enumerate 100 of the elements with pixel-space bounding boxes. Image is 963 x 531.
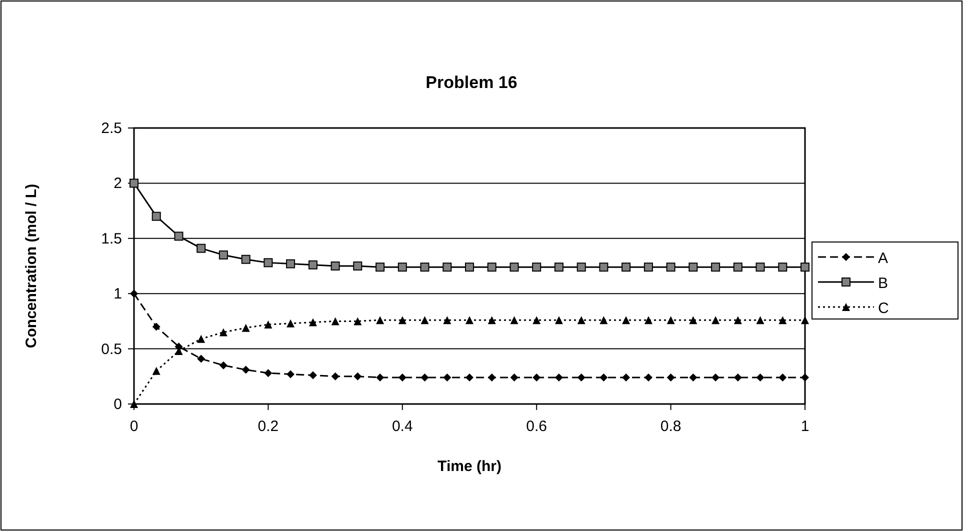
point xyxy=(778,374,787,382)
point xyxy=(354,372,362,380)
point xyxy=(420,316,429,324)
y-axis-title: Concentration (mol / L) xyxy=(23,184,40,348)
point xyxy=(734,316,742,324)
point xyxy=(711,262,720,272)
y-tick-label: 2 xyxy=(114,175,122,192)
point xyxy=(241,254,250,264)
point xyxy=(286,370,295,378)
x-tick-label: 0.4 xyxy=(392,418,413,435)
point xyxy=(622,374,630,382)
point xyxy=(666,316,675,324)
point xyxy=(778,262,788,272)
point xyxy=(666,262,676,272)
point xyxy=(443,374,452,382)
point xyxy=(152,366,160,375)
legend-label: C xyxy=(878,300,889,317)
point xyxy=(443,316,452,324)
point xyxy=(330,262,340,270)
point xyxy=(242,324,250,332)
point xyxy=(600,316,608,324)
legend-label: B xyxy=(878,275,888,292)
point xyxy=(331,372,340,380)
point xyxy=(554,374,563,382)
point xyxy=(577,316,586,324)
point xyxy=(689,316,698,324)
point xyxy=(152,212,161,221)
y-tick-label: 1.5 xyxy=(101,230,122,248)
point xyxy=(532,316,541,324)
point xyxy=(689,374,698,382)
point xyxy=(264,258,273,268)
point xyxy=(286,259,296,268)
point xyxy=(353,262,362,270)
point xyxy=(778,316,787,324)
point xyxy=(376,262,385,272)
point xyxy=(376,374,384,382)
point xyxy=(264,320,272,329)
point xyxy=(756,262,765,272)
point xyxy=(622,262,631,272)
x-tick-label: 0.6 xyxy=(526,418,548,435)
point xyxy=(398,316,406,324)
y-tick-label: 2.5 xyxy=(101,120,122,137)
point xyxy=(599,262,608,272)
point xyxy=(376,316,384,324)
point xyxy=(219,361,228,370)
point xyxy=(712,374,720,382)
point xyxy=(644,262,653,272)
point xyxy=(510,262,519,272)
point xyxy=(734,374,742,382)
point xyxy=(331,317,340,326)
point xyxy=(510,316,518,324)
point xyxy=(644,374,652,382)
point xyxy=(354,317,362,326)
y-tick-label: 0.5 xyxy=(101,340,122,358)
point xyxy=(510,374,518,382)
point xyxy=(264,369,272,378)
legend-label: A xyxy=(878,250,888,267)
point xyxy=(576,262,586,272)
x-tick-label: 0.2 xyxy=(258,418,279,435)
point xyxy=(800,262,810,272)
point xyxy=(532,374,541,382)
point xyxy=(487,262,496,272)
point xyxy=(644,316,652,324)
x-tick-label: 0.8 xyxy=(660,418,682,435)
point xyxy=(488,374,496,382)
point xyxy=(442,262,452,272)
point xyxy=(756,374,764,382)
chart-title: Problem 16 xyxy=(426,73,518,92)
point xyxy=(218,250,228,260)
point xyxy=(308,318,317,326)
point xyxy=(420,262,430,272)
point xyxy=(197,354,206,363)
x-tick-label: 1 xyxy=(800,418,810,435)
point xyxy=(398,262,407,272)
point xyxy=(600,374,608,382)
point xyxy=(242,366,250,374)
point xyxy=(532,262,542,272)
point xyxy=(756,316,764,324)
point xyxy=(554,316,563,324)
point xyxy=(420,374,429,382)
point xyxy=(733,262,742,272)
point xyxy=(130,400,138,408)
x-axis-title: Time (hr) xyxy=(438,458,502,475)
point xyxy=(712,316,720,324)
point xyxy=(130,290,138,298)
point xyxy=(666,374,675,382)
point xyxy=(622,316,630,324)
point xyxy=(286,319,295,328)
point xyxy=(219,328,228,336)
point xyxy=(174,232,184,241)
point xyxy=(688,262,698,272)
y-tick-label: 1 xyxy=(114,286,122,303)
point xyxy=(466,316,474,324)
point xyxy=(465,262,474,272)
x-tick-label: 0 xyxy=(130,418,138,435)
point xyxy=(398,374,406,382)
point xyxy=(466,374,474,382)
point xyxy=(197,334,206,343)
point xyxy=(308,371,317,380)
point xyxy=(308,260,318,270)
